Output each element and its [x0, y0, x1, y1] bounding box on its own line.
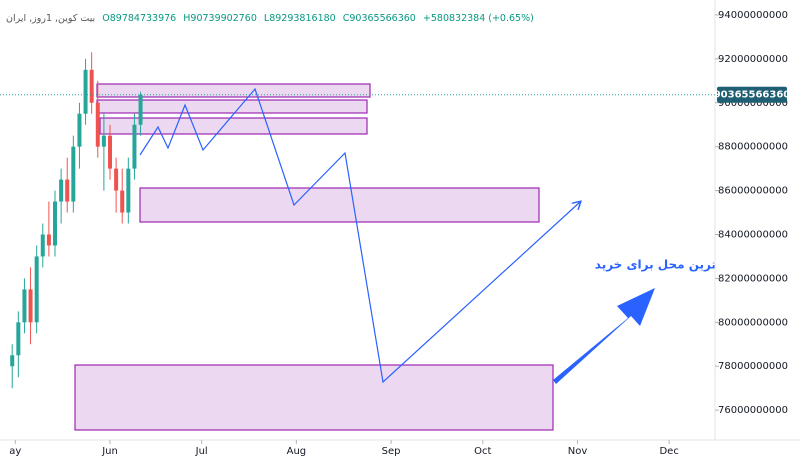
candle-body [59, 179, 64, 202]
x-tick-label: Sep [382, 446, 401, 457]
zone-box [99, 117, 368, 135]
y-tick-label: 86000000000 [718, 186, 788, 197]
zone-box [74, 364, 554, 431]
big-arrow [553, 288, 655, 384]
last-price-label: 90365566360 [714, 90, 791, 101]
x-tick-label: Oct [474, 446, 491, 457]
y-tick-label: 76000000000 [718, 405, 788, 416]
symbol: بیت کوین, 1روز, ایران [6, 13, 96, 24]
candle-body [53, 201, 57, 246]
y-tick-label: 90000000000 [718, 98, 788, 109]
candle-body [120, 190, 125, 213]
candle-body [126, 168, 131, 213]
ohlc: L89293816180 [263, 13, 336, 24]
drawings [74, 83, 554, 431]
candle-body [10, 355, 15, 367]
candle-body [22, 289, 27, 323]
candle-body [83, 69, 88, 114]
zone-box [96, 99, 368, 114]
candle-body [114, 168, 119, 191]
ohlc: H90739902760 [183, 13, 257, 24]
candle-body [138, 94, 143, 125]
annotation: ترین محل برای خرید [595, 258, 716, 272]
x-tick-label: Nov [568, 446, 588, 457]
candle-body [132, 124, 137, 169]
y-tick-label: 94000000000 [718, 10, 788, 21]
y-tick-label: 88000000000 [718, 142, 788, 153]
x-tick-label: Dec [659, 446, 678, 457]
x-tick-label: Jun [101, 446, 118, 457]
candle-body [46, 234, 51, 246]
candle-body [34, 256, 39, 323]
x-tick-label: ay [9, 446, 21, 457]
ohlc: C90365566360 [342, 13, 416, 24]
path-drawing [139, 87, 580, 384]
candle-body [101, 135, 106, 147]
candle-body [16, 322, 21, 356]
legend: بیت کوین, 1روز, ایران O89784733976 H9073… [6, 13, 538, 24]
y-tick-label: 84000000000 [718, 229, 788, 240]
last-price-box [717, 86, 787, 103]
candle-body [65, 179, 70, 202]
candle-body [89, 69, 94, 103]
candle-body [40, 234, 45, 257]
ohlc: O89784733976 [102, 13, 177, 24]
y-tick-label: 78000000000 [718, 361, 788, 372]
y-tick-label: 80000000000 [718, 317, 788, 328]
candle-body [28, 289, 33, 323]
candle-body [77, 113, 82, 147]
candle-body [71, 146, 76, 202]
candle-body [108, 135, 112, 169]
x-tick-label: Aug [287, 446, 307, 457]
change: +580832384 (+0.65%) [422, 13, 534, 24]
y-tick-label: 82000000000 [718, 273, 788, 284]
candle-body [95, 102, 100, 147]
y-tick-label: 92000000000 [718, 54, 788, 65]
zone-box [139, 187, 540, 223]
x-tick-label: Jul [195, 446, 208, 457]
zone-box [96, 83, 371, 98]
